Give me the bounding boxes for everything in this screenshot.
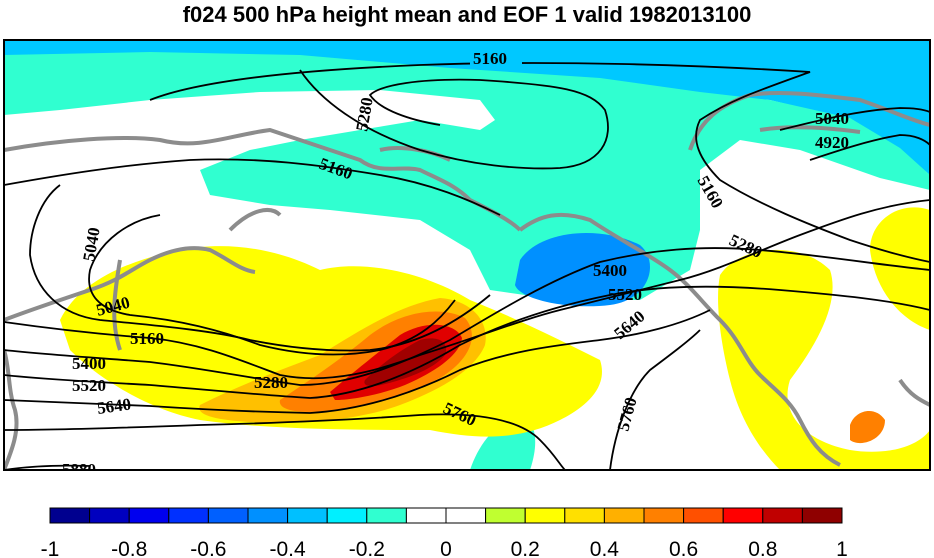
- contour-label: 5400: [72, 354, 106, 373]
- colorbar-box: [247, 507, 289, 524]
- colorbar-box: [128, 507, 170, 524]
- height-contours: [4, 62, 930, 470]
- colorbar-box: [49, 507, 91, 524]
- colorbar-tick-label: 1: [836, 538, 848, 558]
- colorbar-ticks: -1 -0.8 -0.6 -0.4 -0.2 0 0.2 0.4 0.6 0.8 1: [41, 538, 848, 558]
- colorbar-box: [683, 507, 724, 524]
- map-title: f024 500 hPa height mean and EOF 1 valid…: [182, 2, 752, 27]
- colorbar-tick-label: 0.4: [590, 538, 620, 558]
- coastlines: [4, 90, 930, 470]
- map-frame: [3, 39, 931, 471]
- colorbar-tick-label: 0: [440, 538, 452, 558]
- positive-yellow-east: [718, 207, 930, 470]
- colorbar-tick-label: -0.6: [190, 538, 226, 558]
- colorbar-boxes: [49, 507, 843, 524]
- colorbar-box: [168, 507, 209, 524]
- colorbar-box: [445, 507, 487, 524]
- colorbar-box: [207, 507, 249, 524]
- colorbar-box: [603, 507, 645, 524]
- colorbar-tick-label: 0.6: [669, 538, 698, 558]
- contour-label: 5040: [815, 109, 849, 128]
- contour-label: 5880: [62, 460, 96, 479]
- colorbar-box: [801, 507, 843, 524]
- colorbar-box: [524, 507, 566, 524]
- contour-label: 4920: [815, 133, 849, 152]
- contour-label: 5400: [593, 261, 627, 280]
- colorbar-box: [762, 507, 803, 524]
- colorbar-tick-label: -0.4: [270, 538, 307, 558]
- colorbar-box: [366, 507, 407, 524]
- colorbar-tick-label: -0.8: [111, 538, 147, 558]
- contour-label: 5520: [72, 376, 106, 395]
- contour-label: 5280: [254, 373, 288, 392]
- colorbar-box: [287, 507, 328, 524]
- positive-darkred-core: [364, 338, 447, 387]
- colorbar-box: [643, 507, 685, 524]
- contour-label: 5520: [608, 285, 642, 304]
- colorbar-tick-label: 0.8: [748, 538, 777, 558]
- positive-orange-east: [850, 410, 885, 444]
- colorbar-tick-label: 0.2: [511, 538, 540, 558]
- colorbar-box: [485, 507, 526, 524]
- negative-cyan-band: [4, 40, 930, 175]
- colorbar-box: [89, 507, 130, 524]
- contour-label: 5160: [130, 329, 164, 348]
- contour-label: 5640: [96, 394, 132, 418]
- colorbar-box: [405, 507, 447, 524]
- colorbar-tick-label: -1: [41, 538, 60, 558]
- colorbar-box: [722, 507, 764, 524]
- contour-label: 5160: [473, 49, 507, 68]
- negative-light-region: [4, 52, 930, 300]
- colorbar-tick-label: -0.2: [349, 538, 385, 558]
- colorbar-box: [326, 507, 368, 524]
- colorbar-box: [564, 507, 605, 524]
